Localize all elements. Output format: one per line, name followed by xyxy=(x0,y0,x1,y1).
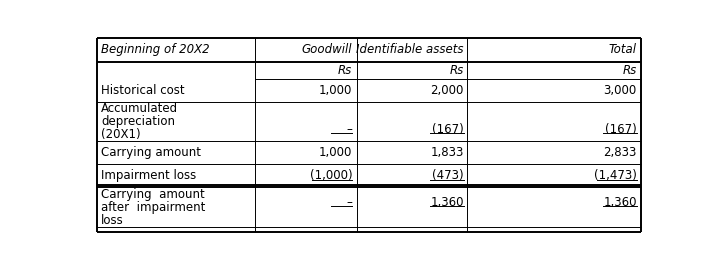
Text: (167): (167) xyxy=(605,123,637,136)
Text: (167): (167) xyxy=(432,123,464,136)
Text: Rs: Rs xyxy=(449,64,464,77)
Text: Carrying  amount: Carrying amount xyxy=(101,187,205,201)
Text: 1,000: 1,000 xyxy=(319,146,352,159)
Text: Beginning of 20X2: Beginning of 20X2 xyxy=(101,44,210,56)
Text: loss: loss xyxy=(101,214,124,227)
Text: Impairment loss: Impairment loss xyxy=(101,170,197,182)
Text: 2,833: 2,833 xyxy=(603,146,637,159)
Text: –: – xyxy=(346,196,352,209)
Text: Total: Total xyxy=(609,44,637,56)
Text: Identifiable assets: Identifiable assets xyxy=(356,44,464,56)
Text: 1,360: 1,360 xyxy=(603,196,637,209)
Text: (473): (473) xyxy=(432,170,464,182)
Text: 2,000: 2,000 xyxy=(431,84,464,97)
Text: 3,000: 3,000 xyxy=(603,84,637,97)
Text: 1,000: 1,000 xyxy=(319,84,352,97)
Text: –: – xyxy=(346,123,352,136)
Text: Goodwill: Goodwill xyxy=(302,44,352,56)
Text: depreciation: depreciation xyxy=(101,115,175,128)
Text: 1,360: 1,360 xyxy=(431,196,464,209)
Text: (1,473): (1,473) xyxy=(594,170,637,182)
Text: (1,000): (1,000) xyxy=(310,170,352,182)
Text: 1,833: 1,833 xyxy=(431,146,464,159)
Text: Rs: Rs xyxy=(623,64,637,77)
Text: Rs: Rs xyxy=(338,64,352,77)
Text: (20X1): (20X1) xyxy=(101,128,141,141)
Text: Carrying amount: Carrying amount xyxy=(101,146,201,159)
Text: Historical cost: Historical cost xyxy=(101,84,185,97)
Text: Accumulated: Accumulated xyxy=(101,102,179,115)
Text: after  impairment: after impairment xyxy=(101,201,205,214)
